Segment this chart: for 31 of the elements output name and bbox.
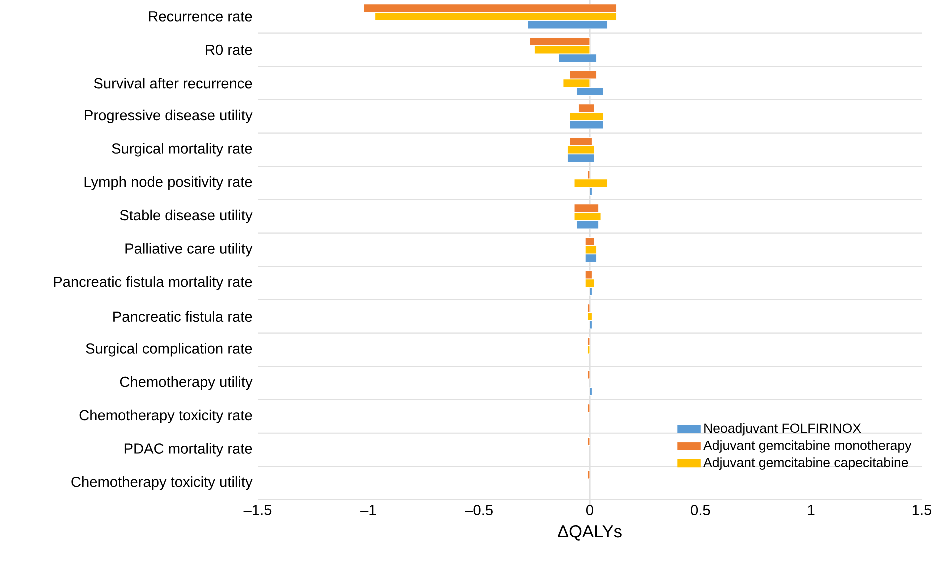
y-tick-label: Palliative care utility [126, 243, 253, 257]
y-tick-label: Survival after recurrence [94, 78, 252, 89]
y-tick-label: Recurrence rate [149, 12, 252, 22]
x-tick-label: 1 [808, 505, 815, 516]
y-tick-label: Surgical mortality rate [112, 143, 252, 157]
bar [588, 404, 590, 413]
x-tick-label: 0 [586, 505, 594, 516]
y-tick-label: Surgical complication rate [86, 343, 252, 357]
y-tick-label: Pancreatic fistula rate [114, 311, 252, 322]
bar [590, 387, 592, 396]
bar [588, 370, 590, 380]
x-tick-label: –1.5 [244, 505, 272, 516]
x-tick-label: 1.5 [912, 505, 932, 516]
x-tick-label: 0.5 [691, 505, 710, 516]
bar [588, 437, 590, 446]
bar [588, 470, 590, 480]
y-tick-label: PDAC mortality rate [124, 443, 252, 457]
y-tick-label: Lymph node positivity rate [84, 176, 252, 190]
legend-label: Adjuvant gemcitabine monotherapy [704, 440, 912, 453]
x-axis-title: ΔQALYs [558, 525, 622, 541]
legend-label: Adjuvant gemcitabine capecitabine [704, 458, 908, 470]
x-tick-label: –1 [360, 505, 376, 516]
y-tick-label: Progressive disease utility [85, 110, 253, 124]
y-tick-label: Chemotherapy toxicity rate [80, 410, 252, 424]
y-tick-label: Chemotherapy toxicity utility [72, 476, 253, 490]
y-tick-label: Stable disease utility [120, 210, 253, 224]
y-tick-label: Chemotherapy utility [120, 376, 253, 390]
y-tick-label: R0 rate [206, 44, 252, 56]
y-tick-label: Pancreatic fistula mortality rate [54, 276, 252, 290]
legend-label: Neoadjuvant FOLFIRINOX [704, 423, 862, 436]
x-tick-label: –0.5 [465, 505, 493, 516]
